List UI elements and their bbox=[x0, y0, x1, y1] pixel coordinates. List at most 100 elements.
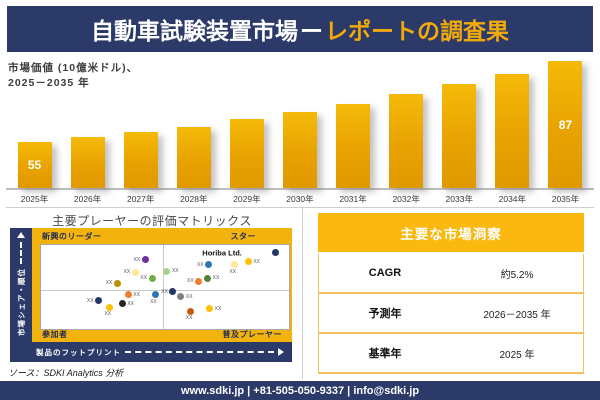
player-dot-icon bbox=[131, 268, 139, 276]
player-dot-icon bbox=[169, 288, 177, 296]
bar-chart-bars: 55 87 bbox=[8, 52, 592, 188]
insights-row-予測年: 予測年 2026－2035 年 bbox=[319, 294, 583, 334]
player-dot-label: XX bbox=[104, 311, 112, 318]
player-dot-label: XX bbox=[171, 268, 179, 275]
player-dot-label: XX bbox=[187, 278, 194, 285]
player-dot-label: XX bbox=[150, 298, 157, 305]
year-label: 2031年 bbox=[339, 194, 367, 204]
footer-bar: www.sdki.jp | +81-505-050-9337 | info@sd… bbox=[0, 381, 600, 400]
insights-row-value: 2026－2035 年 bbox=[483, 309, 551, 321]
insights-row-label: 予測年 bbox=[368, 308, 402, 320]
company-label: Horiba Ltd. bbox=[202, 248, 242, 258]
player-dot-icon bbox=[113, 279, 121, 287]
bar-2030年 bbox=[282, 112, 317, 188]
matrix-y-axis-label: 市場シェア・順位 bbox=[16, 268, 26, 336]
x-axis-line bbox=[6, 188, 594, 190]
bar-slot bbox=[486, 74, 539, 188]
player-dot-label: XX bbox=[185, 315, 193, 322]
page-title-accent: レポートの調査果 bbox=[325, 18, 509, 44]
player-dot-label: XX bbox=[214, 305, 222, 312]
player-dot-icon bbox=[95, 297, 103, 305]
bar-slot bbox=[273, 112, 326, 188]
year-label: 2035年 bbox=[551, 194, 580, 204]
insights-row-基準年: 基準年 2025 年 bbox=[319, 334, 583, 372]
insights-row-label: CAGR bbox=[368, 267, 402, 279]
insights-row-cagr: CAGR 約5.2% bbox=[319, 254, 583, 294]
bar-value-label: 87 bbox=[558, 117, 573, 132]
player-dot-label: XX bbox=[196, 261, 204, 268]
player-dot-label: XX bbox=[105, 280, 113, 287]
player-dot-icon bbox=[163, 267, 171, 275]
bar-slot bbox=[380, 94, 433, 188]
bar-2027年 bbox=[123, 132, 158, 188]
insights-table-title: 主要な市場洞察 bbox=[318, 213, 584, 252]
quadrant-vertical-divider bbox=[163, 245, 165, 329]
x-axis-year-labels: 2025年 2026年 2027年 2028年 2029年 2030年 2031年 2032年… bbox=[8, 193, 592, 205]
bar-2032年 bbox=[389, 94, 424, 188]
player-dot-icon bbox=[141, 256, 149, 264]
insights-row-value: 約5.2% bbox=[500, 269, 534, 281]
matrix-y-axis-rotated: 市場シェア・順位 bbox=[10, 228, 32, 340]
insights-table: 主要な市場洞察 CAGR 約5.2% 予測年 2026－2035 年基準年 2025 年 bbox=[318, 213, 584, 374]
source-note: ソース：SDKI Analytics 分析 bbox=[8, 368, 124, 378]
player-dot-label: XX bbox=[185, 293, 193, 300]
player-dot-label: XX bbox=[123, 269, 131, 276]
quadrant-label-participants: 参加者 bbox=[42, 330, 68, 339]
bar-2026年 bbox=[70, 137, 105, 188]
player-dot-icon bbox=[118, 300, 126, 308]
bar-2025年: 55 bbox=[17, 142, 52, 188]
player-dot-icon bbox=[105, 303, 113, 311]
player-dot-icon bbox=[230, 261, 238, 269]
year-label: 2033年 bbox=[445, 194, 473, 204]
player-dot-label: XX bbox=[133, 291, 140, 298]
chart-caption: 市場価値 (10億米ドル)、 2025－2035 年 bbox=[8, 61, 138, 91]
matrix-y-axis-bar: 市場シェア・順位 bbox=[10, 228, 32, 362]
bar-slot: 55 bbox=[8, 142, 61, 188]
quadrant-label-pervasive-players: 普及プレーヤー bbox=[222, 330, 282, 339]
quadrant-label-emerging-leaders: 新興のリーダー bbox=[42, 232, 102, 241]
year-label: 2027年 bbox=[126, 194, 155, 204]
insights-table-body: CAGR 約5.2% 予測年 2026－2035 年基準年 2025 年 bbox=[318, 254, 584, 374]
bar-slot: 87 bbox=[539, 61, 592, 188]
year-label: 2034年 bbox=[498, 194, 527, 204]
bar-slot bbox=[220, 119, 273, 188]
player-dot-label: XX bbox=[86, 297, 94, 304]
player-dot-icon bbox=[124, 291, 132, 299]
bar-2028年 bbox=[176, 127, 211, 188]
bar-value-label: 55 bbox=[27, 158, 42, 172]
insights-row-value: 2025 年 bbox=[499, 349, 535, 361]
up-arrow-icon bbox=[17, 232, 25, 238]
player-dot-icon bbox=[204, 274, 212, 282]
bar-2029年 bbox=[229, 119, 264, 188]
player-dot-icon bbox=[244, 258, 252, 266]
horizontal-section-divider bbox=[6, 207, 594, 208]
player-dot-label: XX bbox=[127, 300, 135, 307]
player-dot-icon bbox=[148, 274, 156, 282]
bar-2034年 bbox=[495, 74, 530, 188]
matrix-title: 主要プレーヤーの評価マトリックス bbox=[52, 214, 252, 228]
player-dot-label: XX bbox=[133, 256, 141, 263]
chart-caption-line2: 2025－2035 年 bbox=[8, 77, 90, 90]
bar-slot bbox=[433, 84, 486, 188]
header-banner: 自動車試験装置市場 ー レポートの調査果 bbox=[7, 6, 593, 52]
year-label: 2032年 bbox=[392, 194, 420, 204]
player-dot-icon bbox=[195, 277, 203, 285]
player-dot-icon bbox=[271, 249, 279, 257]
matrix-x-axis-label: 製品のフットプリント bbox=[36, 347, 121, 357]
bar-2033年 bbox=[442, 84, 477, 188]
right-arrow-icon bbox=[278, 348, 284, 356]
year-label: 2029年 bbox=[233, 194, 261, 204]
player-dot-label: XX bbox=[229, 268, 237, 275]
quadrant-horizontal-divider bbox=[41, 289, 289, 291]
year-label: 2026年 bbox=[73, 194, 102, 204]
player-dot-icon bbox=[187, 307, 195, 315]
page-title-main: 自動車試験装置市場 bbox=[91, 18, 298, 44]
player-dot-icon bbox=[205, 261, 213, 269]
player-dot-label: XX bbox=[161, 288, 168, 295]
bar-2035年: 87 bbox=[548, 61, 583, 188]
year-label: 2025年 bbox=[20, 194, 49, 204]
x-axis-dashed-line bbox=[125, 351, 274, 353]
matrix-plot: Horiba Ltd. XX XX XX XX XX XX XX XX XX XX XX XX XX XX… bbox=[40, 244, 290, 330]
page-title-dash: ー bbox=[300, 18, 323, 44]
